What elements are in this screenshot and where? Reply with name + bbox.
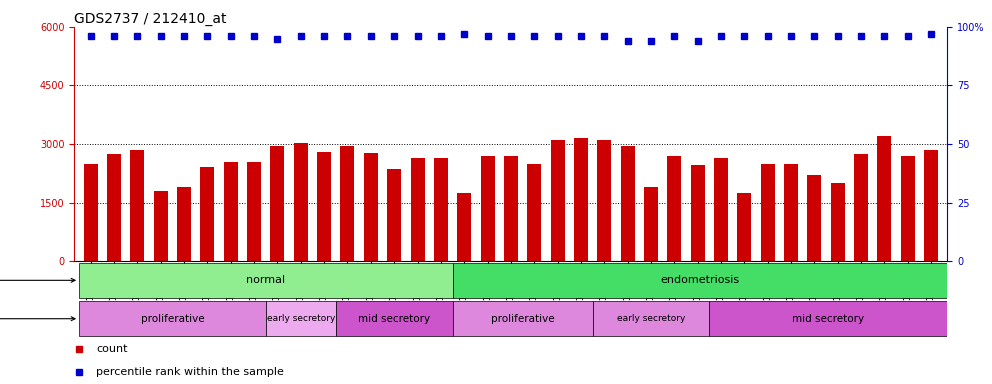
Bar	[83, 164, 98, 261]
Text: early secretory: early secretory	[617, 314, 685, 323]
Text: mid secretory: mid secretory	[793, 314, 864, 324]
Bar	[690, 166, 704, 261]
Bar	[317, 152, 331, 261]
Bar	[644, 187, 658, 261]
Bar	[340, 146, 354, 261]
Bar	[130, 150, 145, 261]
Bar	[387, 169, 401, 261]
Bar	[901, 156, 915, 261]
Bar	[709, 301, 947, 336]
Bar	[621, 146, 635, 261]
Bar	[668, 156, 682, 261]
Bar	[854, 154, 868, 261]
Bar	[266, 301, 336, 336]
Text: disease state: disease state	[0, 275, 75, 285]
Text: mid secretory: mid secretory	[358, 314, 431, 324]
Bar	[714, 158, 728, 261]
Bar	[178, 187, 191, 261]
Bar	[924, 150, 938, 261]
Bar	[364, 152, 378, 261]
Bar	[574, 138, 588, 261]
Text: percentile rank within the sample: percentile rank within the sample	[96, 367, 284, 377]
Bar	[737, 193, 751, 261]
Bar	[457, 193, 471, 261]
Bar	[504, 156, 518, 261]
Text: GDS2737 / 212410_at: GDS2737 / 212410_at	[74, 12, 227, 26]
Bar	[592, 301, 709, 336]
Bar	[527, 164, 542, 261]
Bar	[480, 156, 495, 261]
Bar	[830, 183, 844, 261]
Bar	[224, 162, 238, 261]
Bar	[271, 146, 285, 261]
Bar	[154, 191, 168, 261]
Bar	[784, 164, 798, 261]
Text: proliferative: proliferative	[141, 314, 204, 324]
Text: early secretory: early secretory	[267, 314, 335, 323]
Bar	[761, 164, 775, 261]
Bar	[452, 301, 592, 336]
Bar	[79, 301, 266, 336]
Text: count: count	[96, 344, 128, 354]
Bar	[336, 301, 452, 336]
Text: proliferative: proliferative	[491, 314, 555, 324]
Bar	[452, 263, 947, 298]
Text: endometriosis: endometriosis	[661, 275, 739, 285]
Bar	[294, 143, 308, 261]
Bar	[597, 140, 611, 261]
Bar	[107, 154, 121, 261]
Bar	[551, 140, 564, 261]
Text: other: other	[0, 314, 75, 324]
Bar	[200, 167, 214, 261]
Bar	[807, 175, 821, 261]
Bar	[877, 136, 892, 261]
Bar	[247, 162, 261, 261]
Bar	[434, 158, 447, 261]
Text: normal: normal	[246, 275, 286, 285]
Bar	[79, 263, 452, 298]
Bar	[411, 158, 425, 261]
